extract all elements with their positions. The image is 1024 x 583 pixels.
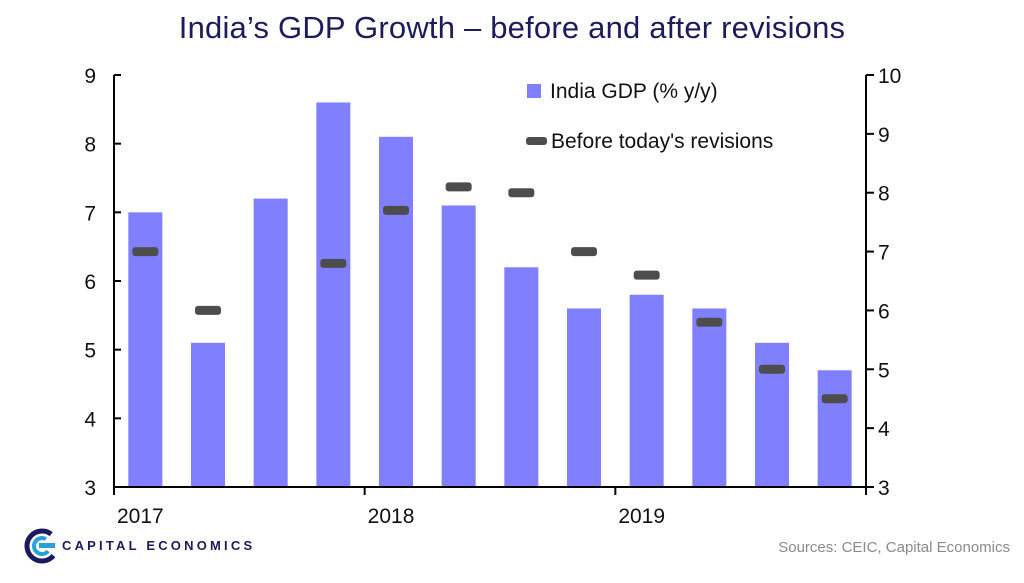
legend-label-bars: India GDP (% y/y) (550, 80, 718, 103)
left-tick-label: 5 (84, 340, 96, 363)
revision-marker (759, 364, 785, 374)
left-tick-label: 4 (84, 408, 96, 431)
x-tick-label: 2018 (368, 505, 415, 528)
revision-marker (696, 317, 723, 327)
bar (629, 294, 664, 487)
bar (253, 198, 288, 487)
revision-marker (445, 182, 472, 192)
right-tick-label: 8 (878, 183, 890, 206)
revision-marker (571, 247, 597, 257)
sources-note: Sources: CEIC, Capital Economics (778, 539, 1010, 556)
bar (567, 308, 601, 487)
left-tick-label: 3 (84, 477, 96, 500)
bar (441, 205, 476, 487)
left-tick-label: 7 (84, 202, 96, 225)
revision-marker (132, 247, 159, 257)
left-tick-label: 8 (84, 134, 96, 157)
bar (191, 342, 225, 487)
x-tick-label: 2017 (117, 505, 164, 528)
bar (755, 342, 789, 487)
marker-series (132, 182, 848, 404)
revision-marker (383, 205, 409, 215)
legend-marker-swatch (526, 137, 547, 145)
tick-marks: 3 4 5 6 7 8 9 3 4 5 6 7 8 9 10 2017 2018 2019 (84, 65, 901, 528)
left-tick-label: 9 (84, 65, 96, 88)
revision-marker (508, 188, 535, 198)
bar (316, 102, 351, 487)
logo-text: CAPITAL ECONOMICS (62, 538, 256, 553)
bar-series (128, 102, 852, 488)
right-tick-label: 5 (878, 359, 890, 382)
revision-marker (633, 270, 660, 280)
bar (504, 267, 539, 487)
right-tick-label: 7 (878, 242, 890, 265)
legend-bar-swatch (527, 84, 541, 98)
legend-label-markers: Before today's revisions (551, 130, 773, 153)
right-tick-label: 9 (878, 124, 890, 147)
chart-title: India’s GDP Growth – before and after re… (178, 10, 846, 45)
bar (379, 136, 413, 488)
legend: India GDP (% y/y) Before today's revisio… (526, 80, 773, 153)
bar (128, 212, 163, 488)
capital-economics-logo-icon (24, 528, 60, 564)
right-tick-label: 4 (878, 418, 890, 441)
left-tick-label: 6 (84, 271, 96, 294)
right-tick-label: 10 (878, 65, 901, 88)
right-tick-label: 6 (878, 300, 890, 323)
revision-marker (195, 305, 221, 315)
revision-marker (821, 394, 848, 404)
revision-marker (320, 258, 347, 268)
x-tick-label: 2019 (618, 505, 665, 528)
bar (692, 308, 727, 487)
right-tick-label: 3 (878, 477, 890, 500)
bar (817, 370, 852, 487)
